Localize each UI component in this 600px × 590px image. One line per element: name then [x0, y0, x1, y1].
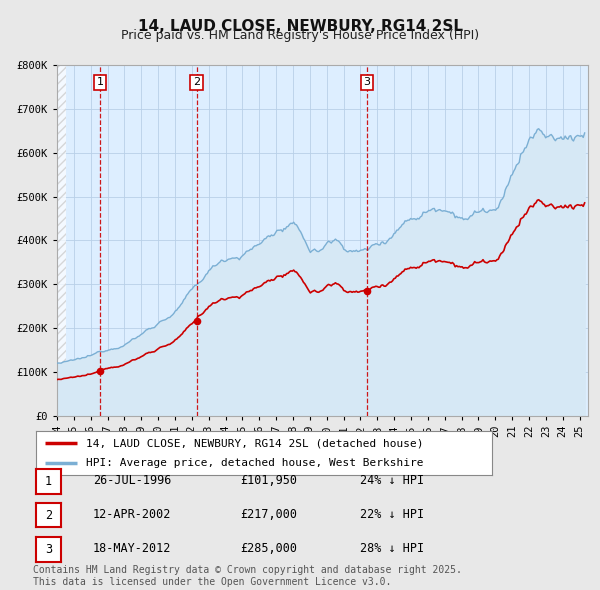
Text: 28% ↓ HPI: 28% ↓ HPI	[360, 542, 424, 555]
Text: £101,950: £101,950	[240, 474, 297, 487]
Text: 26-JUL-1996: 26-JUL-1996	[93, 474, 172, 487]
Text: £217,000: £217,000	[240, 508, 297, 521]
Text: 2: 2	[193, 77, 200, 87]
Text: 14, LAUD CLOSE, NEWBURY, RG14 2SL (detached house): 14, LAUD CLOSE, NEWBURY, RG14 2SL (detac…	[86, 438, 424, 448]
Text: Contains HM Land Registry data © Crown copyright and database right 2025.
This d: Contains HM Land Registry data © Crown c…	[33, 565, 462, 587]
Text: 18-MAY-2012: 18-MAY-2012	[93, 542, 172, 555]
Text: 12-APR-2002: 12-APR-2002	[93, 508, 172, 521]
Text: 1: 1	[97, 77, 104, 87]
Text: HPI: Average price, detached house, West Berkshire: HPI: Average price, detached house, West…	[86, 458, 424, 467]
Text: 22% ↓ HPI: 22% ↓ HPI	[360, 508, 424, 521]
Text: 24% ↓ HPI: 24% ↓ HPI	[360, 474, 424, 487]
Text: 3: 3	[45, 543, 52, 556]
Text: 1: 1	[45, 475, 52, 488]
Text: £285,000: £285,000	[240, 542, 297, 555]
Text: Price paid vs. HM Land Registry's House Price Index (HPI): Price paid vs. HM Land Registry's House …	[121, 30, 479, 42]
Text: 2: 2	[45, 509, 52, 522]
Text: 14, LAUD CLOSE, NEWBURY, RG14 2SL: 14, LAUD CLOSE, NEWBURY, RG14 2SL	[137, 19, 463, 34]
Text: 3: 3	[364, 77, 370, 87]
